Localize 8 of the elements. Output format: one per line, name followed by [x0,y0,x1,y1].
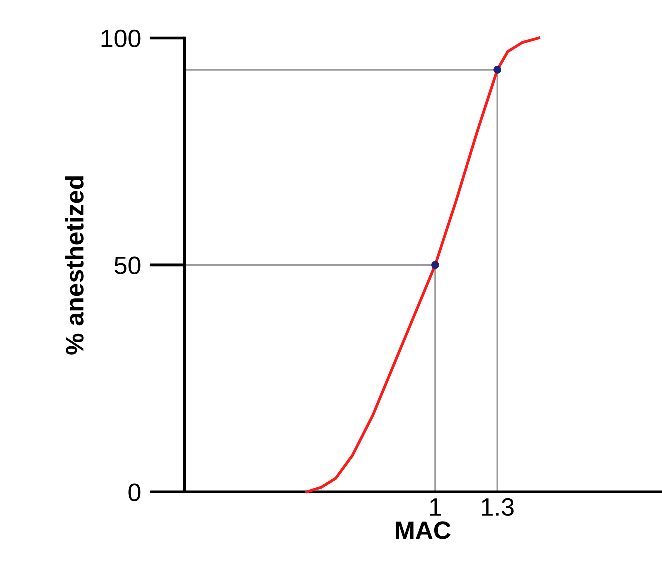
y-tick-label: 0 [128,484,141,502]
y-tick-label: 100 [102,30,141,48]
line-series [306,36,540,494]
y-axis-title: % anesthetized [66,176,84,355]
y-tick-label: 50 [114,256,141,274]
x-tick-label: 1.3 [482,498,514,516]
x-axis-title: MAC [396,522,451,540]
x-tick-label: 1 [430,498,442,516]
